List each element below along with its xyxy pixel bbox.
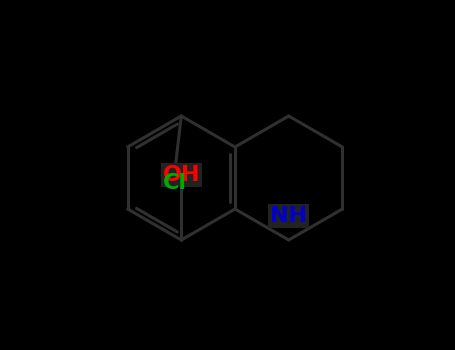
Text: NH: NH — [270, 206, 307, 226]
Text: OH: OH — [162, 165, 200, 185]
Text: Cl: Cl — [163, 173, 187, 193]
